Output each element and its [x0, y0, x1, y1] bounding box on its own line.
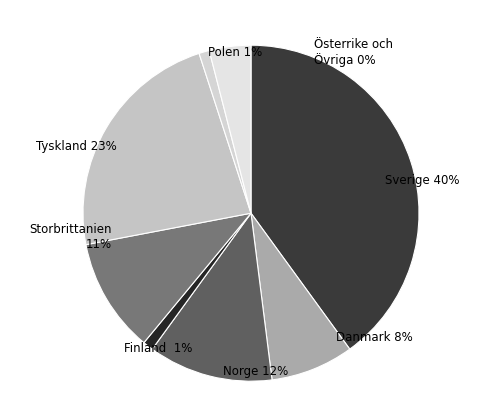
Text: Tyskland 23%: Tyskland 23% — [36, 140, 116, 153]
Wedge shape — [86, 214, 250, 343]
Wedge shape — [199, 51, 250, 214]
Text: Finland  1%: Finland 1% — [124, 341, 192, 354]
Text: Danmark 8%: Danmark 8% — [336, 330, 412, 343]
Text: Storbrittanien
11%: Storbrittanien 11% — [30, 222, 112, 250]
Wedge shape — [83, 54, 250, 245]
Text: Sverige 40%: Sverige 40% — [385, 174, 459, 187]
Wedge shape — [250, 46, 418, 349]
Wedge shape — [144, 214, 250, 349]
Wedge shape — [152, 214, 272, 381]
Text: Polen 1%: Polen 1% — [208, 46, 262, 59]
Text: Norge 12%: Norge 12% — [222, 364, 288, 377]
Wedge shape — [250, 214, 349, 380]
Wedge shape — [209, 46, 250, 214]
Text: Österrike och
Övriga 0%: Österrike och Övriga 0% — [313, 38, 392, 67]
